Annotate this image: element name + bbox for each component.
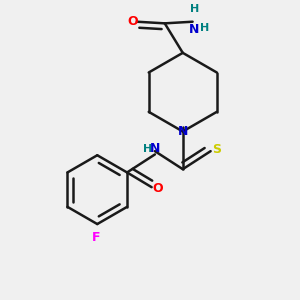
Text: H: H (200, 23, 210, 33)
Text: H: H (190, 4, 199, 14)
Text: O: O (152, 182, 163, 195)
Text: N: N (189, 23, 200, 36)
Text: O: O (127, 15, 138, 28)
Text: S: S (212, 143, 221, 156)
Text: N: N (150, 142, 160, 155)
Text: F: F (92, 231, 100, 244)
Text: H: H (143, 143, 152, 154)
Text: N: N (178, 125, 188, 138)
